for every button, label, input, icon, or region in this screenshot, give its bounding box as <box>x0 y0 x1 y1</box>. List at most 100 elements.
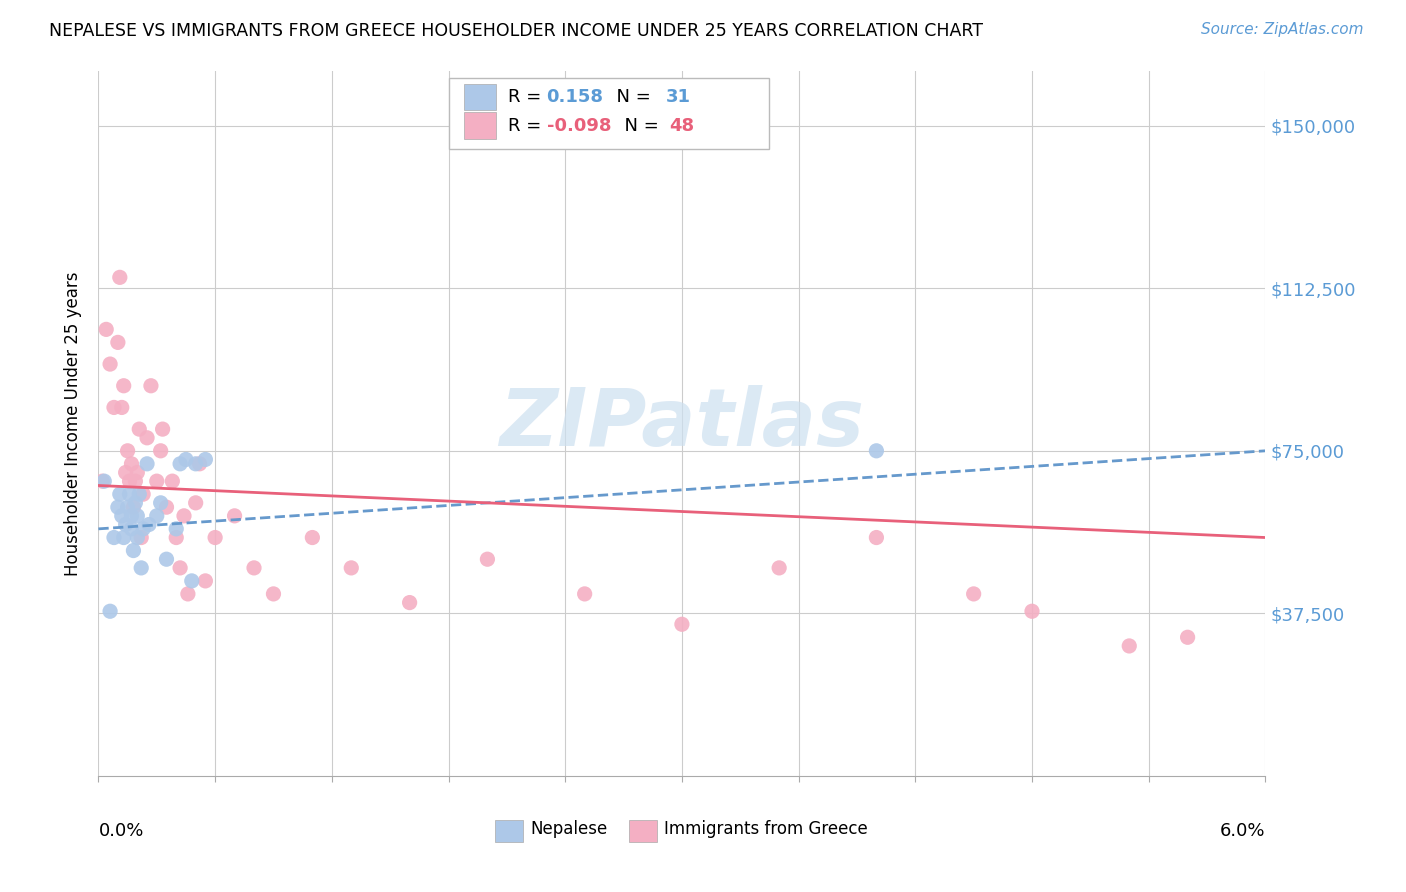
Text: ZIPatlas: ZIPatlas <box>499 384 865 463</box>
Point <box>122 500 145 515</box>
Point <box>865 531 887 545</box>
Point <box>768 561 790 575</box>
Point <box>108 270 131 285</box>
Point <box>155 552 177 566</box>
FancyBboxPatch shape <box>630 821 658 841</box>
Point <box>224 508 246 523</box>
Point <box>98 357 121 371</box>
Point <box>301 531 323 545</box>
Point <box>117 500 139 515</box>
Text: 31: 31 <box>665 88 690 106</box>
FancyBboxPatch shape <box>464 84 496 111</box>
Text: N =: N = <box>605 88 657 106</box>
FancyBboxPatch shape <box>495 821 523 841</box>
Text: Immigrants from Greece: Immigrants from Greece <box>665 820 868 838</box>
Point <box>152 422 174 436</box>
Text: NEPALESE VS IMMIGRANTS FROM GREECE HOUSEHOLDER INCOME UNDER 25 YEARS CORRELATION: NEPALESE VS IMMIGRANTS FROM GREECE HOUSE… <box>49 22 983 40</box>
Point <box>103 401 125 415</box>
Point <box>107 335 129 350</box>
Point <box>108 487 131 501</box>
Point <box>173 508 195 523</box>
Point <box>162 474 184 488</box>
Text: 0.0%: 0.0% <box>98 822 143 840</box>
Point <box>194 574 217 588</box>
Point <box>174 452 197 467</box>
Point <box>1021 604 1043 618</box>
Point <box>177 587 200 601</box>
Point <box>180 574 202 588</box>
Point <box>138 517 160 532</box>
FancyBboxPatch shape <box>449 78 769 149</box>
Point <box>129 531 152 545</box>
FancyBboxPatch shape <box>464 112 496 139</box>
Point <box>962 587 984 601</box>
Text: R =: R = <box>508 88 547 106</box>
Point <box>114 466 136 480</box>
Point <box>1118 639 1140 653</box>
Text: 6.0%: 6.0% <box>1220 822 1265 840</box>
Point <box>136 431 159 445</box>
Point <box>243 561 266 575</box>
Point <box>91 474 114 488</box>
Text: R =: R = <box>508 117 547 135</box>
Point <box>184 457 207 471</box>
Point <box>127 531 149 545</box>
Point <box>477 552 499 566</box>
Point <box>165 522 187 536</box>
Point <box>865 443 887 458</box>
Point <box>127 466 149 480</box>
Point <box>132 487 155 501</box>
Point <box>128 487 150 501</box>
Point <box>169 561 191 575</box>
Point <box>121 522 143 536</box>
Point <box>124 474 146 488</box>
Point <box>149 443 172 458</box>
Point <box>112 531 135 545</box>
Point <box>136 457 159 471</box>
Point <box>93 474 115 488</box>
Text: 0.158: 0.158 <box>547 88 603 106</box>
Point <box>194 452 217 467</box>
Point <box>574 587 596 601</box>
Point <box>118 487 141 501</box>
Text: Source: ZipAtlas.com: Source: ZipAtlas.com <box>1201 22 1364 37</box>
Point <box>1177 630 1199 644</box>
Point <box>98 604 121 618</box>
Point <box>111 508 134 523</box>
Point <box>169 457 191 471</box>
Point <box>146 474 169 488</box>
Point <box>146 508 169 523</box>
Point <box>128 422 150 436</box>
Point <box>155 500 177 515</box>
Point <box>118 474 141 488</box>
Point <box>124 496 146 510</box>
Point <box>121 508 143 523</box>
Point <box>96 322 118 336</box>
Point <box>184 496 207 510</box>
Point <box>112 378 135 392</box>
Point <box>262 587 284 601</box>
Text: Nepalese: Nepalese <box>530 820 607 838</box>
Point <box>398 596 420 610</box>
Point <box>111 401 134 415</box>
Point <box>204 531 226 545</box>
Point <box>165 531 187 545</box>
Text: N =: N = <box>613 117 665 135</box>
Point <box>149 496 172 510</box>
Point <box>139 378 162 392</box>
Point <box>117 443 139 458</box>
Point <box>103 531 125 545</box>
Text: 48: 48 <box>669 117 695 135</box>
Point <box>107 500 129 515</box>
Point <box>188 457 211 471</box>
Point <box>340 561 363 575</box>
Point <box>671 617 693 632</box>
Text: -0.098: -0.098 <box>547 117 612 135</box>
Y-axis label: Householder Income Under 25 years: Householder Income Under 25 years <box>65 271 83 576</box>
Point <box>114 517 136 532</box>
Point <box>129 561 152 575</box>
Point <box>132 522 155 536</box>
Point <box>122 543 145 558</box>
Point <box>121 457 143 471</box>
Point <box>127 508 149 523</box>
